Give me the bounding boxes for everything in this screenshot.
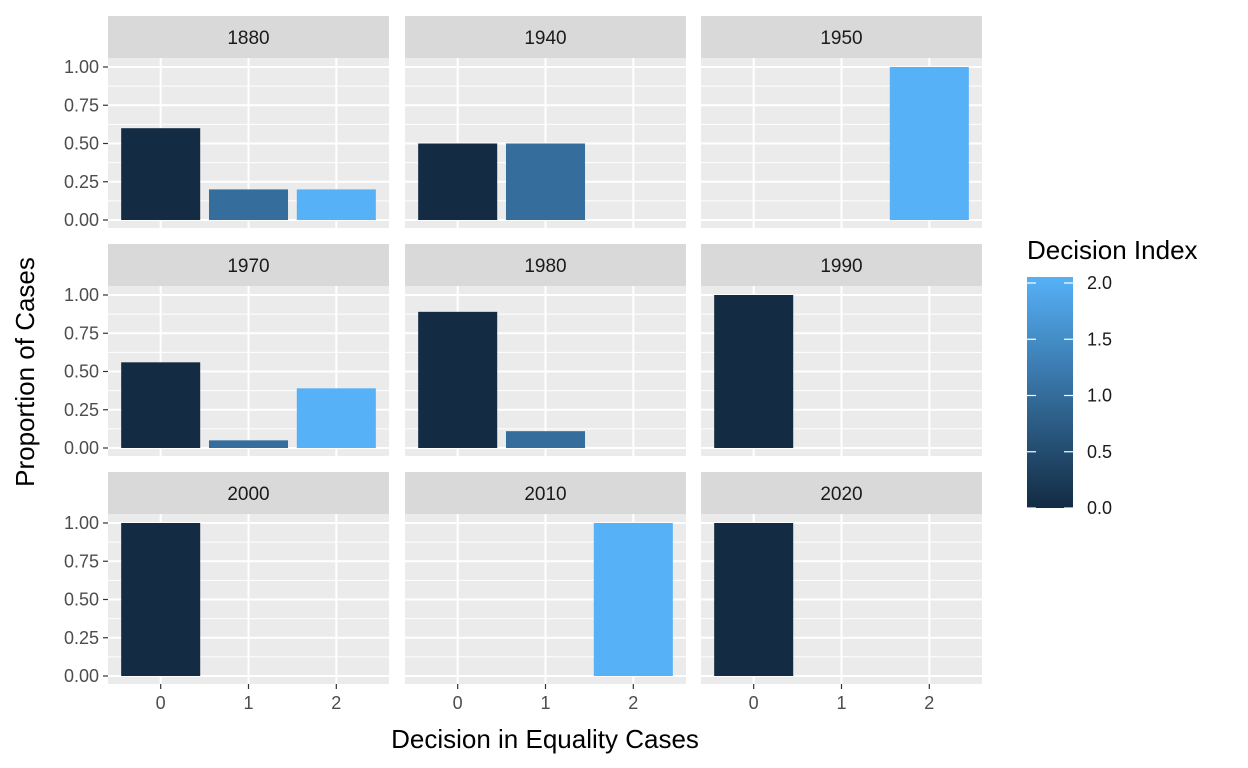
y-tick-label: 1.00 [64,285,99,305]
bar [418,143,498,220]
facet-strip [701,244,982,286]
bar [889,67,969,220]
bar [418,311,498,448]
facet-strip [108,16,389,58]
facet-strip [108,472,389,514]
bar [121,523,201,676]
facet-strip [108,244,389,286]
y-tick-label: 0.50 [64,134,99,154]
bar [296,189,376,220]
x-tick-label: 2 [331,693,341,713]
x-axis-title: Decision in Equality Cases [391,724,699,754]
legend: Decision Index 2.0 1.5 1.0 0.5 0.0 [1027,235,1198,518]
facet-panel: 2000 0.00 0.25 0.50 0.75 1.00 0 1 2 [64,472,389,713]
bar [208,440,289,448]
facet-strip-label: 2020 [820,484,862,505]
bar [714,523,794,676]
facet-strip-label: 1880 [227,28,269,49]
legend-label: 0.0 [1087,498,1112,518]
facet-strip-label: 1980 [524,256,566,277]
y-tick-label: 0.75 [64,95,99,115]
x-tick-label: 1 [540,693,550,713]
facet-strip-label: 1950 [820,28,862,49]
y-tick-label: 0.50 [64,590,99,610]
legend-label: 1.0 [1087,386,1112,406]
legend-label: 2.0 [1087,273,1112,293]
facet-strip [405,244,686,286]
bar [121,362,201,448]
facet-strip [405,472,686,514]
y-tick-label: 0.00 [64,438,99,458]
facet-panels: 1880 0.00 0.25 0.50 0.75 1.00 1940 1950 1970 0.00… [64,16,982,713]
facet-panel: 1880 0.00 0.25 0.50 0.75 1.00 [64,16,389,230]
y-tick-label: 0.25 [64,400,99,420]
bar [296,388,376,448]
facet-strip [405,16,686,58]
bar [505,143,586,220]
facet-strip-label: 2010 [524,484,566,505]
x-tick-label: 2 [628,693,638,713]
facet-strip [701,472,982,514]
facet-panel: 2020 0 1 2 [701,472,982,713]
y-tick-label: 0.50 [64,362,99,382]
facet-strip-label: 2000 [227,484,269,505]
legend-label: 0.5 [1087,442,1112,462]
y-tick-label: 0.75 [64,323,99,343]
y-tick-label: 0.00 [64,666,99,686]
y-tick-label: 0.25 [64,172,99,192]
x-tick-label: 0 [156,693,166,713]
x-tick-label: 0 [749,693,759,713]
x-tick-label: 1 [243,693,253,713]
facet-strip [701,16,982,58]
y-tick-label: 0.75 [64,551,99,571]
facet-strip-label: 1970 [227,256,269,277]
y-tick-label: 0.25 [64,628,99,648]
y-axis-title: Proportion of Cases [10,257,40,487]
facet-panel: 1970 0.00 0.25 0.50 0.75 1.00 [64,244,389,458]
x-tick-label: 0 [453,693,463,713]
facet-panel: 1990 [701,244,982,456]
legend-colorbar [1027,277,1073,508]
facet-panel: 1950 [701,16,982,228]
x-tick-label: 2 [924,693,934,713]
facet-panel: 1980 [405,244,686,456]
facet-strip-label: 1940 [524,28,566,49]
y-tick-label: 0.00 [64,210,99,230]
bar [505,431,586,448]
bar [714,295,794,448]
y-tick-label: 1.00 [64,513,99,533]
legend-title: Decision Index [1027,235,1198,265]
legend-label: 1.5 [1087,329,1112,349]
bar [208,189,289,220]
facet-panel: 1940 [405,16,686,228]
facet-strip-label: 1990 [820,256,862,277]
facet-panel: 2010 0 1 2 [405,472,686,713]
y-tick-label: 1.00 [64,57,99,77]
bar [593,523,673,676]
bar [121,128,201,220]
x-tick-label: 1 [836,693,846,713]
